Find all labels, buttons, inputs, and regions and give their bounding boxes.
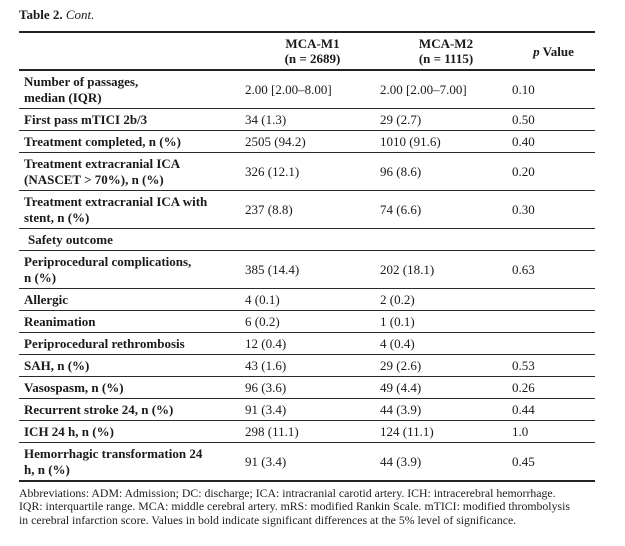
value-m2: 44 (3.9) xyxy=(380,398,512,421)
p-value xyxy=(512,332,595,355)
p-value-rest: Value xyxy=(539,43,574,59)
header-row: MCA-M1 (n = 2689) MCA-M2 (n = 1115) p Va… xyxy=(19,32,595,71)
row-label: Reanimation xyxy=(19,310,245,333)
p-value: 0.40 xyxy=(512,130,595,153)
table-row: Treatment extracranial ICA with stent, n… xyxy=(19,190,595,229)
value-m2: 29 (2.6) xyxy=(380,354,512,377)
value-m2: 1 (0.1) xyxy=(380,310,512,333)
table-row: Treatment extracranial ICA (NASCET > 70%… xyxy=(19,152,595,191)
value-m1: 2.00 [2.00–8.00] xyxy=(245,70,380,109)
p-value: 0.20 xyxy=(512,152,595,191)
column-header-p-value: p Value xyxy=(512,32,595,71)
results-table: MCA-M1 (n = 2689) MCA-M2 (n = 1115) p Va… xyxy=(19,31,595,482)
p-value-italic-p: p xyxy=(533,43,540,59)
p-value: 0.44 xyxy=(512,398,595,421)
p-value: 0.63 xyxy=(512,250,595,289)
table-row: Periprocedural rethrombosis 12 (0.4) 4 (… xyxy=(19,332,595,355)
row-label: Recurrent stroke 24, n (%) xyxy=(19,398,245,421)
table-row: Number of passages, median (IQR) 2.00 [2… xyxy=(19,70,595,109)
table-row: Reanimation 6 (0.2) 1 (0.1) xyxy=(19,310,595,333)
table-caption-cont: Cont. xyxy=(65,7,95,22)
value-m2: 96 (8.6) xyxy=(380,152,512,191)
value-m1 xyxy=(245,228,380,251)
value-m1: 385 (14.4) xyxy=(245,250,380,289)
p-value: 0.30 xyxy=(512,190,595,229)
row-label: Treatment extracranial ICA (NASCET > 70%… xyxy=(19,152,245,191)
value-m2: 74 (6.6) xyxy=(380,190,512,229)
value-m1: 34 (1.3) xyxy=(245,108,380,131)
value-m2: 29 (2.7) xyxy=(380,108,512,131)
row-label: Allergic xyxy=(19,288,245,311)
column-header-mca-m1: MCA-M1 (n = 2689) xyxy=(245,32,380,71)
table-row: ICH 24 h, n (%) 298 (11.1) 124 (11.1) 1.… xyxy=(19,420,595,443)
value-m2: 4 (0.4) xyxy=(380,332,512,355)
p-value xyxy=(512,228,595,251)
value-m2: 1010 (91.6) xyxy=(380,130,512,153)
table-caption-number: Table 2. xyxy=(19,7,63,22)
value-m1: 326 (12.1) xyxy=(245,152,380,191)
row-label: Treatment completed, n (%) xyxy=(19,130,245,153)
table-footnote: Abbreviations: ADM: Admission; DC: disch… xyxy=(19,486,570,527)
table-row: SAH, n (%) 43 (1.6) 29 (2.6) 0.53 xyxy=(19,354,595,377)
section-label: Safety outcome xyxy=(19,228,245,251)
p-value: 0.53 xyxy=(512,354,595,377)
row-label: Vasospasm, n (%) xyxy=(19,376,245,399)
p-value: 1.0 xyxy=(512,420,595,443)
value-m1: 4 (0.1) xyxy=(245,288,380,311)
p-value: 0.50 xyxy=(512,108,595,131)
row-label: ICH 24 h, n (%) xyxy=(19,420,245,443)
value-m1: 2505 (94.2) xyxy=(245,130,380,153)
row-label: Number of passages, median (IQR) xyxy=(19,70,245,109)
value-m2: 2 (0.2) xyxy=(380,288,512,311)
row-label: SAH, n (%) xyxy=(19,354,245,377)
value-m2: 2.00 [2.00–7.00] xyxy=(380,70,512,109)
table-caption: Table 2. Cont. xyxy=(19,7,620,23)
row-label: Periprocedural rethrombosis xyxy=(19,332,245,355)
row-label: Periprocedural complications, n (%) xyxy=(19,250,245,289)
table-row: First pass mTICI 2b/3 34 (1.3) 29 (2.7) … xyxy=(19,108,595,131)
value-m1: 43 (1.6) xyxy=(245,354,380,377)
value-m2: 44 (3.9) xyxy=(380,453,422,469)
value-m1: 91 (3.4) xyxy=(245,398,380,421)
value-m1: 6 (0.2) xyxy=(245,310,380,333)
p-value xyxy=(512,288,595,311)
p-value: 0.10 xyxy=(512,70,595,109)
value-m1: 91 (3.4) xyxy=(245,453,287,469)
value-m2: 202 (18.1) xyxy=(380,250,512,289)
p-value: 0.26 xyxy=(512,376,595,399)
row-label: Treatment extracranial ICA with stent, n… xyxy=(19,190,245,229)
table-row: Vasospasm, n (%) 96 (3.6) 49 (4.4) 0.26 xyxy=(19,376,595,399)
table-row: Recurrent stroke 24, n (%) 91 (3.4) 44 (… xyxy=(19,398,595,421)
p-value: 0.45 xyxy=(512,453,535,469)
value-m1: 298 (11.1) xyxy=(245,420,380,443)
table-row: Allergic 4 (0.1) 2 (0.2) xyxy=(19,288,595,311)
value-m2: 49 (4.4) xyxy=(380,376,512,399)
column-header-mca-m2: MCA-M2 (n = 1115) xyxy=(380,32,512,71)
table-row: Periprocedural complications, n (%) 385 … xyxy=(19,250,595,289)
table-row: Treatment completed, n (%) 2505 (94.2) 1… xyxy=(19,130,595,153)
section-header-row: Safety outcome xyxy=(19,228,595,251)
table-row: Hemorrhagic transformation 24 h, n (%) 9… xyxy=(19,443,595,482)
row-label: Hemorrhagic transformation 24 h, n (%) xyxy=(24,445,203,477)
value-m1: 12 (0.4) xyxy=(245,332,380,355)
value-m2: 124 (11.1) xyxy=(380,420,512,443)
value-m1: 237 (8.8) xyxy=(245,190,380,229)
value-m2 xyxy=(380,228,512,251)
row-label: First pass mTICI 2b/3 xyxy=(19,108,245,131)
column-header-empty xyxy=(19,32,245,71)
value-m1: 96 (3.6) xyxy=(245,376,380,399)
p-value xyxy=(512,310,595,333)
